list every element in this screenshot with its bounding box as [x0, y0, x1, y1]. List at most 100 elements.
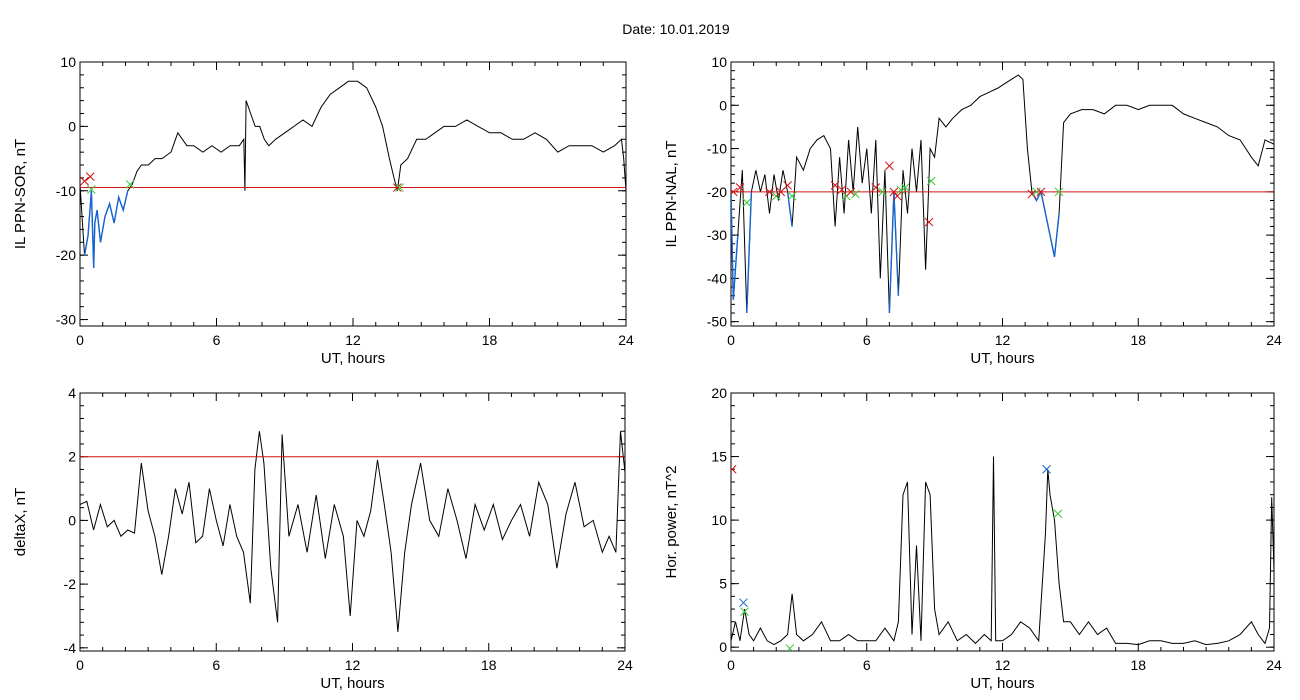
x-tick-label: 6	[863, 657, 871, 673]
marker-red	[731, 187, 738, 197]
x-tick-label: 12	[345, 332, 361, 348]
marker-stroke	[739, 598, 748, 608]
plot-area	[80, 80, 626, 269]
marker-stroke	[878, 187, 887, 197]
x-tick-label: 12	[995, 657, 1011, 673]
marker-stroke	[393, 183, 402, 192]
y-tick-label: -30	[707, 227, 727, 243]
x-tick-label: 18	[481, 657, 497, 673]
plot-frame	[79, 61, 627, 327]
x-tick-label: 0	[76, 657, 84, 673]
marker-stroke	[851, 189, 860, 199]
y-tick-label: 10	[711, 512, 727, 528]
marker-red	[830, 180, 840, 190]
y-tick-label: 10	[711, 54, 727, 70]
figure-title: Date: 10.01.2019	[622, 21, 730, 37]
x-tick-label: 12	[995, 332, 1011, 348]
x-tick-label: 18	[1130, 332, 1146, 348]
plot-area	[80, 431, 625, 632]
marker-green	[1032, 187, 1041, 197]
y-tick-label: 5	[719, 576, 727, 592]
marker-stroke	[871, 183, 881, 192]
marker-stroke	[837, 185, 847, 195]
marker-stroke	[787, 191, 797, 201]
panel-il-ppn-nal: 0 6 12 18 24 -50 -40 -30 -20 -10 0 10 UT, hours IL PP…	[663, 54, 1282, 367]
x-axis-label: UT, hours	[970, 350, 1034, 367]
marker-red	[783, 180, 792, 190]
marker-red	[837, 185, 847, 195]
series-line	[731, 456, 1274, 646]
marker-stroke	[924, 217, 934, 227]
y-axis-label: deltaX, nT	[12, 488, 29, 556]
marker-green	[896, 185, 906, 195]
marker-stroke	[80, 176, 89, 186]
marker-stroke	[1042, 464, 1051, 474]
y-tick-label: 0	[719, 97, 727, 113]
marker-stroke	[87, 185, 96, 194]
marker-blue	[1042, 464, 1051, 474]
x-tick-label: 0	[727, 657, 735, 673]
plot-frame	[730, 61, 1275, 327]
marker-green	[742, 198, 752, 208]
y-tick-label: -50	[707, 314, 727, 330]
below-threshold-segment	[731, 191, 739, 301]
marker-green	[900, 183, 910, 192]
marker-stroke	[846, 187, 856, 197]
marker-stroke	[896, 185, 906, 195]
marker-blue	[739, 598, 748, 608]
y-tick-label: 0	[719, 639, 727, 655]
marker-red	[892, 191, 902, 201]
y-tick-label: -30	[56, 312, 76, 328]
x-tick-label: 6	[212, 657, 220, 673]
marker-stroke	[740, 607, 749, 616]
marker-green	[395, 183, 404, 192]
y-axis-label: IL PPN-SOR, nT	[12, 139, 29, 249]
marker-green	[87, 185, 96, 194]
y-tick-label: 0	[68, 118, 76, 134]
marker-stroke	[889, 187, 899, 197]
marker-stroke	[786, 644, 795, 651]
marker-stroke	[85, 172, 95, 181]
marker-stroke	[926, 176, 936, 186]
marker-stroke	[731, 464, 737, 472]
y-tick-label: -10	[707, 141, 727, 157]
marker-stroke	[783, 180, 792, 190]
marker-stroke	[395, 183, 404, 192]
x-axis-label: UT, hours	[321, 350, 385, 367]
y-tick-label: -4	[64, 640, 77, 656]
marker-stroke	[830, 180, 840, 190]
marker-green	[787, 191, 797, 201]
marker-red	[1036, 187, 1046, 197]
x-tick-label: 24	[1266, 657, 1282, 673]
marker-green	[878, 187, 887, 197]
marker-red	[735, 183, 745, 192]
plot-area	[731, 456, 1274, 651]
marker-green	[851, 189, 860, 199]
x-axis-label: UT, hours	[970, 675, 1034, 692]
x-tick-label: 6	[213, 332, 221, 348]
marker-stroke	[1036, 187, 1046, 197]
panel-il-ppn-sor: 0 6 12 18 24 -30 -20 -10 0 10 UT, hours IL PPN-SOR,…	[12, 54, 634, 367]
x-tick-label: 24	[618, 332, 634, 348]
x-tick-label: 0	[76, 332, 84, 348]
y-tick-label: 4	[68, 385, 76, 401]
marker-red	[765, 187, 774, 197]
x-tick-label: 6	[863, 332, 871, 348]
marker-red	[1027, 189, 1037, 199]
series-line	[731, 74, 1274, 314]
marker-red	[924, 217, 934, 227]
panel-hor-power: 0 6 12 18 24 0 5 10 15 20 UT, hours Hor. power, nT^…	[663, 385, 1282, 692]
marker-green	[1053, 509, 1063, 519]
x-tick-label: 24	[1266, 332, 1282, 348]
x-axis-label: UT, hours	[320, 675, 384, 692]
x-tick-label: 0	[727, 332, 735, 348]
x-tick-label: 18	[482, 332, 498, 348]
marker-red	[889, 187, 899, 197]
y-axis-label: Hor. power, nT^2	[663, 466, 680, 579]
y-tick-label: -40	[707, 270, 727, 286]
marker-stroke	[742, 198, 752, 208]
x-tick-label: 12	[345, 657, 361, 673]
below-threshold-segment	[786, 191, 793, 227]
plot-frame	[79, 392, 626, 652]
marker-stroke	[1032, 187, 1041, 197]
